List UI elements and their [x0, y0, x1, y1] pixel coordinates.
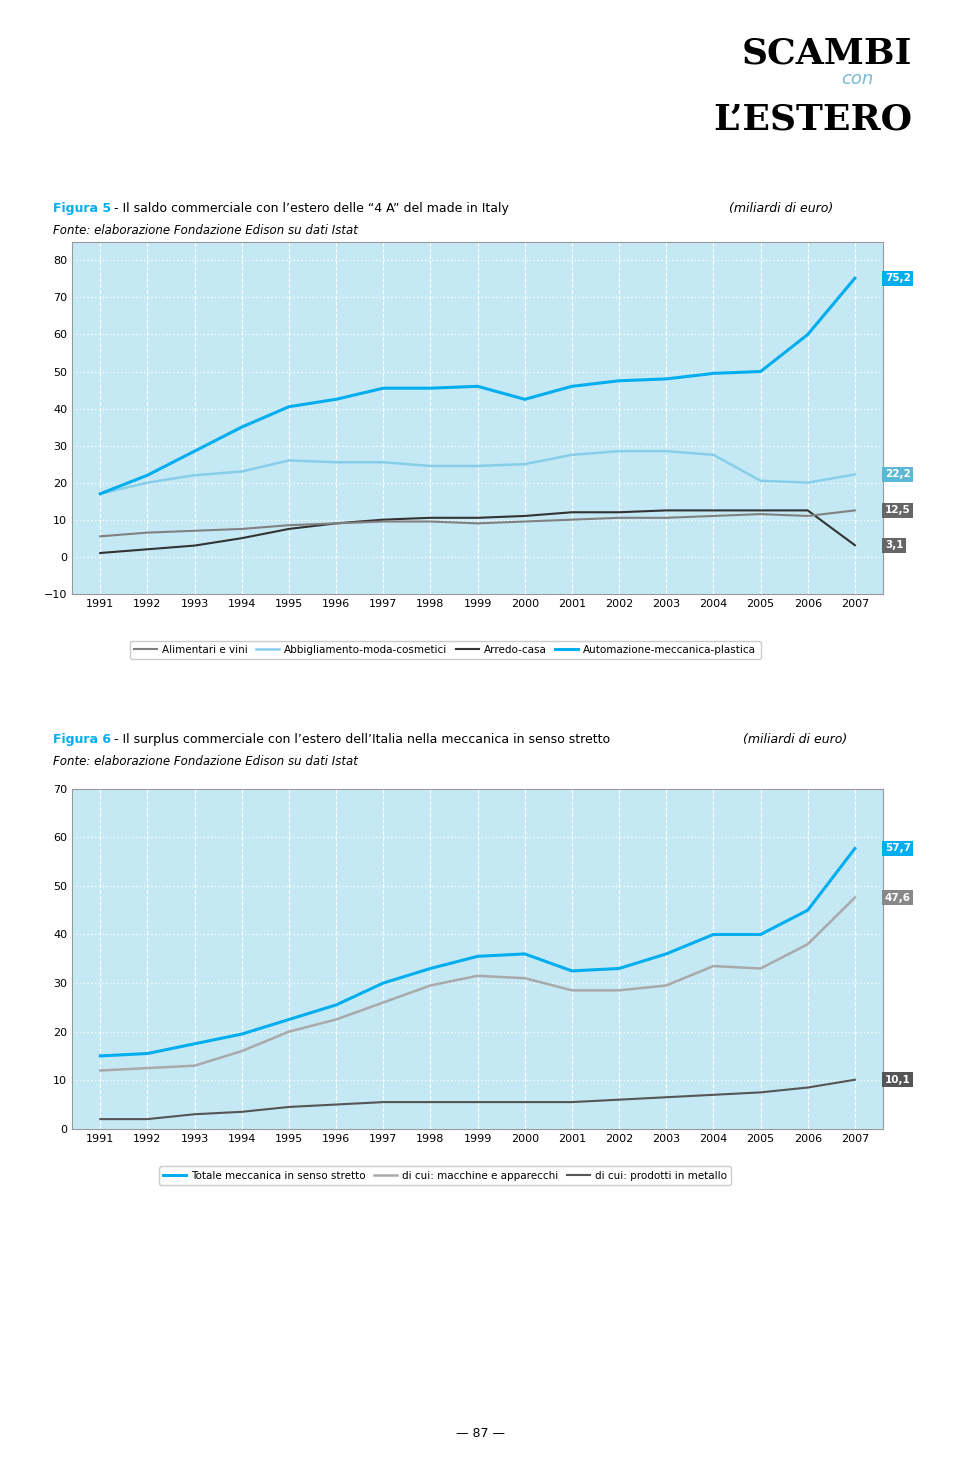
Text: Fonte: elaborazione Fondazione Edison su dati Istat: Fonte: elaborazione Fondazione Edison su…	[53, 224, 358, 237]
Legend: Alimentari e vini, Abbigliamento-moda-cosmetici, Arredo-casa, Automazione-meccan: Alimentari e vini, Abbigliamento-moda-co…	[130, 641, 760, 658]
Text: Figura 5: Figura 5	[53, 202, 111, 216]
Text: Fonte: elaborazione Fondazione Edison su dati Istat: Fonte: elaborazione Fondazione Edison su…	[53, 755, 358, 768]
Text: 12,5: 12,5	[885, 506, 911, 516]
Text: con: con	[841, 70, 874, 88]
Text: (miliardi di euro): (miliardi di euro)	[739, 733, 848, 746]
Text: - Il saldo commerciale con l’estero delle “4 A” del made in Italy: - Il saldo commerciale con l’estero dell…	[110, 202, 509, 216]
Text: 10,1: 10,1	[885, 1075, 911, 1085]
Legend: Totale meccanica in senso stretto, di cui: macchine e apparecchi, di cui: prodot: Totale meccanica in senso stretto, di cu…	[159, 1167, 732, 1185]
Text: SCAMBI: SCAMBI	[742, 37, 912, 70]
Text: 75,2: 75,2	[885, 273, 911, 283]
Text: - Il surplus commerciale con l’estero dell’Italia nella meccanica in senso stret: - Il surplus commerciale con l’estero de…	[110, 733, 611, 746]
Text: 3,1: 3,1	[885, 539, 903, 550]
Text: 47,6: 47,6	[885, 893, 911, 903]
Text: L’ESTERO: L’ESTERO	[713, 103, 912, 136]
Text: — 87 —: — 87 —	[455, 1428, 505, 1440]
Text: 57,7: 57,7	[885, 843, 911, 853]
Text: (miliardi di euro): (miliardi di euro)	[725, 202, 833, 216]
Text: Figura 6: Figura 6	[53, 733, 110, 746]
Text: 22,2: 22,2	[885, 469, 911, 479]
